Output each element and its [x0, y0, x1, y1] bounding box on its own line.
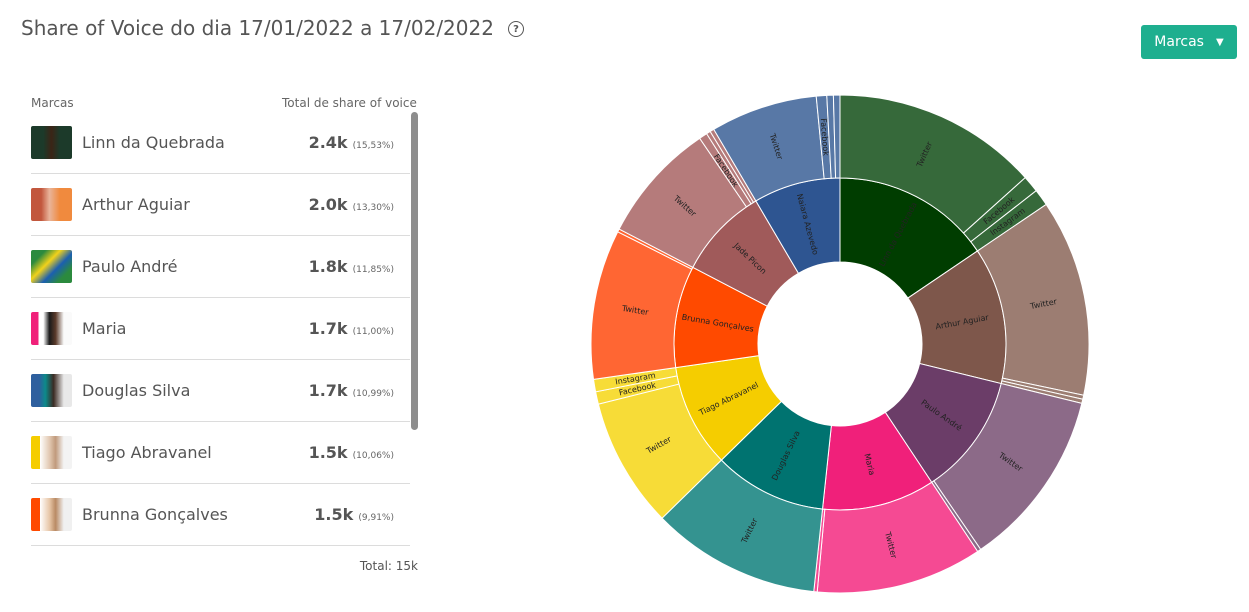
brand-list: Linn da Quebrada 2.4k (15,53%) Arthur Ag…: [31, 112, 410, 546]
page-title: Share of Voice do dia 17/01/2022 a 17/02…: [21, 16, 524, 40]
list-item[interactable]: Arthur Aguiar 2.0k (13,30%): [31, 174, 410, 236]
share-value: 1.5k (10,06%): [308, 443, 394, 462]
list-item[interactable]: Maria 1.7k (11,00%): [31, 298, 410, 360]
list-item[interactable]: Douglas Silva 1.7k (10,99%): [31, 360, 410, 422]
avatar: [31, 250, 72, 283]
avatar: [31, 126, 72, 159]
column-header-total: Total de share of voice: [282, 96, 417, 110]
avatar: [31, 312, 72, 345]
brand-name: Tiago Abravanel: [82, 443, 212, 462]
brand-name: Maria: [82, 319, 127, 338]
brand-name: Paulo André: [82, 257, 178, 276]
list-item[interactable]: Linn da Quebrada 2.4k (15,53%): [31, 112, 410, 174]
avatar: [31, 188, 72, 221]
share-value: 1.8k (11,85%): [308, 257, 394, 276]
column-header-brands: Marcas: [31, 96, 74, 110]
chevron-down-icon: ▼: [1215, 36, 1224, 48]
list-item[interactable]: Tiago Abravanel 1.5k (10,06%): [31, 422, 410, 484]
share-value: 1.7k (10,99%): [308, 381, 394, 400]
avatar: [31, 374, 72, 407]
brand-name: Brunna Gonçalves: [82, 505, 228, 524]
sunburst-outer-segment[interactable]: [832, 94, 841, 179]
avatar: [31, 498, 72, 531]
share-value: 1.7k (11,00%): [308, 319, 394, 338]
avatar: [31, 436, 72, 469]
share-value: 2.0k (13,30%): [308, 195, 394, 214]
brands-dropdown[interactable]: Marcas ▼: [1141, 25, 1237, 59]
sunburst-chart: Linn da QuebradaTwitterFacebookInstagram…: [590, 94, 1090, 594]
brand-name: Douglas Silva: [82, 381, 191, 400]
outer-segment-label: Facebook: [819, 118, 831, 157]
share-value: 2.4k (15,53%): [308, 133, 394, 152]
dropdown-label: Marcas: [1154, 34, 1204, 50]
brand-name: Arthur Aguiar: [82, 195, 190, 214]
title-text: Share of Voice do dia 17/01/2022 a 17/02…: [21, 16, 494, 40]
brand-name: Linn da Quebrada: [82, 133, 225, 152]
total-label: Total: 15k: [359, 559, 418, 573]
share-value: 1.5k (9,91%): [314, 505, 394, 524]
list-item[interactable]: Brunna Gonçalves 1.5k (9,91%): [31, 484, 410, 546]
help-icon[interactable]: ?: [507, 21, 524, 37]
list-scrollbar[interactable]: [411, 112, 418, 430]
list-item[interactable]: Paulo André 1.8k (11,85%): [31, 236, 410, 298]
